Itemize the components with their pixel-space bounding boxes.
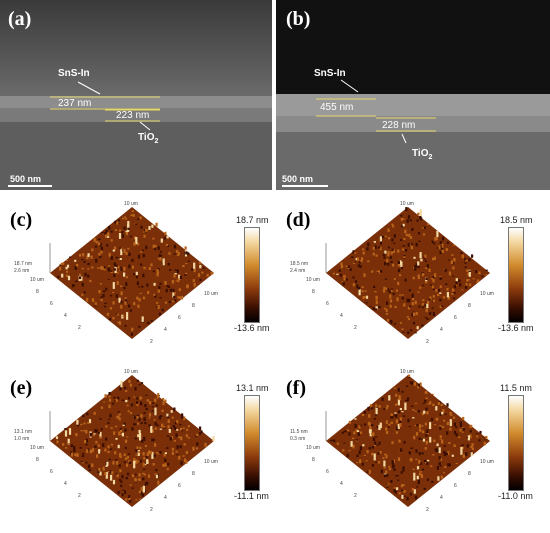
tick-right-c-2: 4 bbox=[164, 327, 167, 333]
tick-left-c-3: 2 bbox=[78, 325, 81, 331]
sem-panel-a: (a) SnS-In 237 nm 223 nm TiO2 500 nm bbox=[0, 0, 272, 190]
afm-panel-f: (f) 10 um 11.5 nm 0.3 nm 10 um 10 um 8 6 4 2 8 6 4 2 1… bbox=[276, 363, 550, 533]
axis-left-label-f: 10 um bbox=[306, 445, 320, 451]
afm-panel-e: (e) 10 um 13.1 nm 1.0 nm 10 um 10 um 8 6 4 2 8 6 4 2 1… bbox=[0, 363, 276, 533]
axis-left-label-c: 10 um bbox=[30, 277, 44, 283]
tick-right-d-0: 8 bbox=[468, 303, 471, 309]
tick-left-e-2: 4 bbox=[64, 481, 67, 487]
top-thickness-a: 237 nm bbox=[58, 98, 92, 109]
afm-surface-d bbox=[325, 207, 490, 339]
top-thickness-b: 455 nm bbox=[320, 102, 354, 113]
axis-right-label-c: 10 um bbox=[204, 291, 218, 297]
top-layer-label-a: SnS-In bbox=[58, 68, 90, 79]
tick-left-d-2: 4 bbox=[340, 313, 343, 319]
color-scale-max-d: 18.5 nm bbox=[500, 215, 533, 225]
tick-right-f-0: 8 bbox=[468, 471, 471, 477]
tick-left-e-1: 6 bbox=[50, 469, 53, 475]
top-layer-label-b: SnS-In bbox=[314, 68, 346, 79]
afm-panel-c: (c) 10 um 18.7 nm 2.6 nm 10 um 10 um 8 6 4 2 8 6 4 2 1… bbox=[0, 195, 276, 360]
panel-label-c: (c) bbox=[10, 209, 33, 231]
tick-left-e-3: 2 bbox=[78, 493, 81, 499]
z-top-label-d: 18.5 nm bbox=[290, 261, 309, 267]
tick-right-e-1: 6 bbox=[178, 483, 181, 489]
sem-panel-b: (b) SnS-In 455 nm 228 nm TiO2 500 nm bbox=[276, 0, 550, 190]
z-mid-label-c: 2.6 nm bbox=[14, 268, 30, 274]
tick-right-e-0: 8 bbox=[192, 471, 195, 477]
z-mid-label-f: 0.3 nm bbox=[290, 436, 306, 442]
color-scale-max-c: 18.7 nm bbox=[236, 215, 269, 225]
axis-top-label-d: 10 um bbox=[400, 201, 414, 207]
axis-top-label-f: 10 um bbox=[400, 369, 414, 375]
tick-left-d-3: 2 bbox=[354, 325, 357, 331]
scale-bar-label-a: 500 nm bbox=[10, 174, 42, 184]
axis-top-label-e: 10 um bbox=[124, 369, 138, 375]
tick-left-c-2: 4 bbox=[64, 313, 67, 319]
tick-left-d-1: 6 bbox=[326, 301, 329, 307]
axis-right-label-f: 10 um bbox=[480, 459, 494, 465]
color-scale-max-e: 13.1 nm bbox=[236, 383, 269, 393]
tick-right-f-2: 4 bbox=[440, 495, 443, 501]
tick-left-c-1: 6 bbox=[50, 301, 53, 307]
tick-right-f-1: 6 bbox=[454, 483, 457, 489]
afm-surface-f bbox=[325, 374, 490, 507]
color-scale-bar-e bbox=[244, 395, 260, 491]
afm-surface-c bbox=[49, 207, 214, 339]
tick-left-c-0: 8 bbox=[36, 289, 39, 295]
bottom-layer-label-b: TiO2 bbox=[412, 148, 433, 161]
z-top-label-e: 13.1 nm bbox=[14, 429, 33, 435]
tick-right-c-3: 2 bbox=[150, 339, 153, 345]
axis-left-label-d: 10 um bbox=[306, 277, 320, 283]
z-top-label-f: 11.5 nm bbox=[290, 429, 308, 435]
color-scale-bar-f bbox=[508, 395, 524, 491]
color-scale-min-c: -13.6 nm bbox=[234, 323, 270, 333]
tick-left-f-3: 2 bbox=[354, 493, 357, 499]
color-scale-min-f: -11.0 nm bbox=[498, 491, 533, 501]
z-mid-label-d: 2.4 nm bbox=[290, 268, 306, 274]
bottom-layer-label-a: TiO2 bbox=[138, 132, 159, 145]
panel-label-e: (e) bbox=[10, 377, 33, 399]
color-scale-bar-d bbox=[508, 227, 524, 323]
tick-right-d-1: 6 bbox=[454, 315, 457, 321]
tick-right-c-1: 6 bbox=[178, 315, 181, 321]
axis-right-label-e: 10 um bbox=[204, 459, 218, 465]
z-mid-label-e: 1.0 nm bbox=[14, 436, 30, 442]
panel-label-a: (a) bbox=[8, 8, 32, 30]
color-scale-bar-c bbox=[244, 227, 260, 323]
scale-bar-label-b: 500 nm bbox=[282, 174, 314, 184]
tick-right-d-3: 2 bbox=[426, 339, 429, 345]
color-scale-min-e: -11.1 nm bbox=[234, 491, 269, 501]
tick-right-e-3: 2 bbox=[150, 507, 153, 513]
tick-left-f-1: 6 bbox=[326, 469, 329, 475]
tick-left-d-0: 8 bbox=[312, 289, 315, 295]
z-top-label-c: 18.7 nm bbox=[14, 261, 33, 267]
tick-right-d-2: 4 bbox=[440, 327, 443, 333]
color-scale-max-f: 11.5 nm bbox=[500, 383, 532, 393]
axis-top-label-c: 10 um bbox=[124, 201, 138, 207]
tick-right-e-2: 4 bbox=[164, 495, 167, 501]
tick-right-f-3: 2 bbox=[426, 507, 429, 513]
afm-panel-d: (d) 10 um 18.5 nm 2.4 nm 10 um 10 um 8 6 4 2 8 6 4 2 1… bbox=[276, 195, 550, 360]
panel-label-b: (b) bbox=[286, 8, 311, 30]
color-scale-min-d: -13.6 nm bbox=[498, 323, 534, 333]
bottom-thickness-b: 228 nm bbox=[382, 120, 416, 131]
panel-label-d: (d) bbox=[286, 209, 311, 231]
bottom-thickness-a: 223 nm bbox=[116, 110, 150, 121]
sem-image-a bbox=[0, 0, 272, 190]
tick-left-f-2: 4 bbox=[340, 481, 343, 487]
tick-left-e-0: 8 bbox=[36, 457, 39, 463]
axis-left-label-e: 10 um bbox=[30, 445, 44, 451]
axis-right-label-d: 10 um bbox=[480, 291, 494, 297]
tick-left-f-0: 8 bbox=[312, 457, 315, 463]
sem-image-b bbox=[276, 0, 550, 190]
tick-right-c-0: 8 bbox=[192, 303, 195, 309]
panel-label-f: (f) bbox=[286, 377, 306, 399]
afm-surface-e bbox=[49, 375, 215, 507]
